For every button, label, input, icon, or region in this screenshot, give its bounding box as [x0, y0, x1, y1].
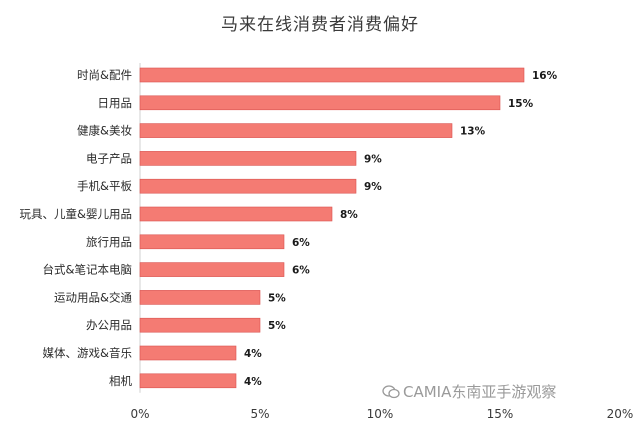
wechat-icon: [382, 385, 400, 399]
x-tick-label: 15%: [487, 407, 514, 421]
labels-layer: 时尚&配件 16% 日用品 15% 健康&美妆 13% 电子产品 9% 手机&平板 9% 玩具、儿童…: [20, 68, 558, 388]
bar: [139, 123, 453, 138]
bar: [139, 95, 501, 111]
axis-layer: 0% 5% 10% 15% 20%: [130, 63, 633, 421]
bar: [139, 317, 261, 333]
category-label: 办公用品: [86, 318, 132, 332]
category-label: 运动用品&交通: [54, 290, 132, 304]
category-label: 台式&笔记本电脑: [43, 263, 132, 277]
watermark-text: CAMIA东南亚手游观察: [403, 383, 557, 401]
bar: [139, 373, 237, 389]
value-label: 13%: [460, 126, 486, 138]
value-label: 15%: [508, 98, 534, 110]
value-label: 6%: [292, 237, 310, 249]
bar: [139, 262, 285, 277]
x-tick-label: 20%: [607, 407, 634, 421]
value-label: 9%: [364, 153, 382, 165]
value-label: 16%: [532, 70, 558, 82]
value-label: 9%: [364, 181, 382, 193]
watermark: CAMIA东南亚手游观察: [382, 381, 556, 402]
value-label: 5%: [268, 292, 286, 304]
value-label: 8%: [340, 209, 358, 221]
value-label: 6%: [292, 265, 310, 277]
value-label: 4%: [244, 376, 262, 388]
category-label: 手机&平板: [77, 179, 132, 193]
chart-title: 马来在线消费者消费偏好: [221, 15, 419, 35]
bar: [139, 206, 333, 222]
x-tick-label: 0%: [130, 407, 149, 421]
x-tick-label: 5%: [250, 407, 269, 421]
category-label: 媒体、游戏&音乐: [43, 346, 133, 360]
bar: [139, 67, 525, 83]
bar: [139, 151, 357, 166]
bar: [139, 345, 237, 361]
bars-layer: [139, 67, 525, 389]
category-label: 健康&美妆: [77, 124, 132, 138]
category-label: 时尚&配件: [77, 68, 132, 82]
bar: [139, 178, 357, 194]
category-label: 旅行用品: [86, 235, 132, 249]
category-label: 相机: [109, 374, 132, 388]
category-label: 日用品: [98, 96, 133, 110]
bar: [139, 290, 261, 305]
category-label: 电子产品: [86, 151, 132, 165]
category-label: 玩具、儿童&婴儿用品: [20, 207, 132, 221]
value-label: 4%: [244, 348, 262, 360]
bar: [139, 234, 285, 250]
x-tick-label: 10%: [367, 407, 394, 421]
value-label: 5%: [268, 320, 286, 332]
